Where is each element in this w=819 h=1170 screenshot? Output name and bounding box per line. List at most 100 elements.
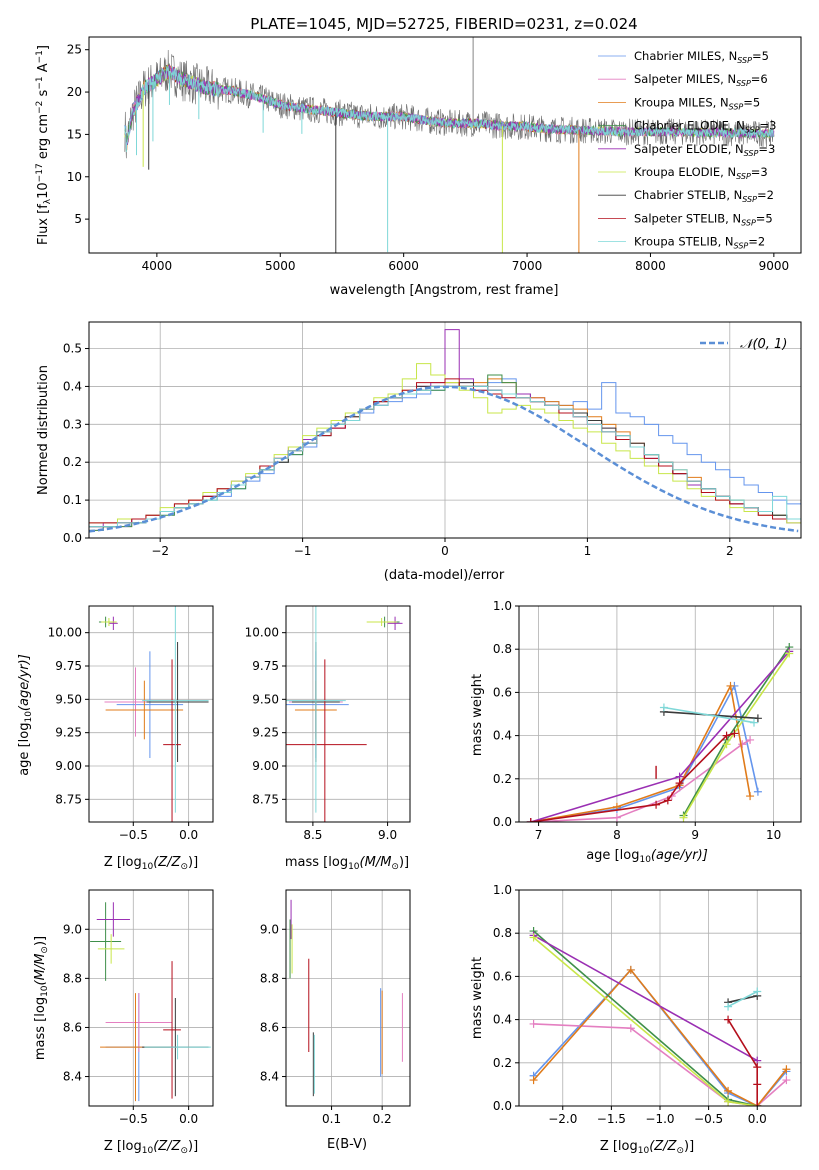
weight-vs-age-marker-salpeter_stelib-4 <box>722 731 731 740</box>
spectrum-ytick-label-1: 10 <box>67 170 82 184</box>
residuals-ytick-label-5: 0.5 <box>63 342 82 356</box>
weight-vs-age-ytick-label-3: 0.6 <box>493 685 512 699</box>
age-vs-metallicity-ytick-label-3: 9.50 <box>55 692 82 706</box>
residuals-xtick-label-4: 2 <box>726 544 734 558</box>
weight-vs-metallicity-marker-salpeter_miles-4 <box>782 1076 791 1085</box>
age-vs-metallicity-xtick-label-1: 0.0 <box>179 828 198 842</box>
mass-vs-metallicity-ytick-label-0: 8.4 <box>63 1070 82 1084</box>
weight-vs-metallicity-ytick-label-2: 0.4 <box>493 1013 512 1027</box>
spectrum-ylabel-end: ] <box>36 45 51 50</box>
age-vs-mass-panel: 8.5 9.0 8.75 9.00 9.25 9.50 9.75 10.00 mass [lo… <box>245 605 411 872</box>
weight-vs-age-marker-kroupa_stelib-1 <box>750 718 758 727</box>
spectrum-ylabel-sup3: −1 <box>35 76 45 89</box>
mass-vs-metallicity-ytick-label-1: 8.6 <box>63 1020 82 1034</box>
spectrum-ylabel-rest: 10 <box>36 182 51 199</box>
spectrum-ylabel-units2: s <box>36 89 51 100</box>
weight-vs-age-ytick-label-4: 0.8 <box>493 642 512 656</box>
mass-vs-metallicity-ylabel: mass [log10(M/M⊙)] <box>33 936 50 1060</box>
mass-vs-metallicity-xtick-label-1: 0.0 <box>179 1112 198 1126</box>
spectrum-legend-label-8: Kroupa STELIB, NSSP=2 <box>634 235 765 251</box>
age-vs-metallicity-frame <box>88 605 214 823</box>
weight-vs-age-marker-kroupa_elodie-1 <box>722 740 731 749</box>
mass-vs-ebv-ytick-label-0: 8.4 <box>260 1070 279 1084</box>
residuals-xtick-label-1: −1 <box>294 544 312 558</box>
weight-vs-age-marker-chabrier_stelib-1 <box>753 714 762 723</box>
spectrum-ytick-label-0: 5 <box>74 212 82 226</box>
weight-vs-metallicity-marker-salpeter_miles-0 <box>529 1019 538 1028</box>
weight-vs-metallicity-line-chabrier_elodie <box>533 930 758 1106</box>
weight-vs-age-marker-salpeter_stelib-3 <box>675 779 684 788</box>
weight-vs-age-marker-kroupa_stelib-0 <box>659 703 668 712</box>
age-vs-metallicity-xlabel: Z [log10(Z/Z⊙)] <box>104 855 198 872</box>
spectrum-legend-label-4: Salpeter ELODIE, NSSP=3 <box>634 142 775 158</box>
spectrum-xtick-label-0: 4000 <box>142 259 173 273</box>
weight-vs-metallicity-ytick-label-1: 0.2 <box>493 1056 512 1070</box>
weight-vs-metallicity-line-salpeter_elodie <box>533 934 758 1062</box>
weight-vs-metallicity-marks <box>529 927 791 1106</box>
weight-vs-age-panel: 7 8 9 10 0.0 0.2 0.4 0.6 0.8 1.0 age [log10(age/y… <box>470 599 802 865</box>
age-vs-metallicity-marks <box>98 606 209 822</box>
age-vs-mass-xlabel: mass [log10(M/M⊙)] <box>285 855 409 872</box>
weight-vs-age-marker-kroupa_elodie-2 <box>785 649 794 658</box>
weight-vs-metallicity-ytick-label-5: 1.0 <box>493 883 512 897</box>
spectrum-ylabel-sup1: −17 <box>35 163 45 182</box>
weight-vs-age-xtick-label-3: 10 <box>766 828 781 842</box>
weight-vs-age-marks <box>526 643 794 822</box>
weight-vs-age-marker-salpeter_stelib-2 <box>663 796 672 805</box>
age-vs-metallicity-ytick-label-5: 10.00 <box>48 626 82 640</box>
weight-vs-age-marker-salpeter_stelib-0 <box>526 818 535 822</box>
age-vs-mass-ytick-label-1: 9.00 <box>252 759 279 773</box>
mass-vs-ebv-ytick-label-2: 8.8 <box>260 971 279 985</box>
weight-vs-metallicity-marker-kroupa_elodie-0 <box>529 933 538 942</box>
residuals-ytick-label-3: 0.3 <box>63 417 82 431</box>
age-vs-metallicity-panel: −0.5 0.0 8.75 9.00 9.25 9.50 9.75 10.00 Z [log1… <box>17 605 214 872</box>
residuals-ytick-label-0: 0.0 <box>63 531 82 545</box>
spectrum-legend-label-5: Kroupa ELODIE, NSSP=3 <box>634 165 768 181</box>
spectrum-ylabel-sup2: −2 <box>35 101 45 114</box>
mass-vs-ebv-xlabel: E(B-V) <box>327 1137 367 1152</box>
age-vs-metallicity-plot-area: −0.5 0.0 8.75 9.00 9.25 9.50 9.75 10.00 <box>48 605 214 842</box>
residuals-ytick-label-4: 0.4 <box>63 379 82 393</box>
weight-vs-age-marker-kroupa_miles-3 <box>726 681 735 690</box>
weight-vs-metallicity-xtick-label-2: −1.0 <box>645 1112 674 1126</box>
spectrum-xtick-label-2: 6000 <box>388 259 419 273</box>
spectrum-ylabel-main: Flux [f <box>36 204 51 245</box>
age-vs-metallicity-ytick-label-1: 9.00 <box>55 759 82 773</box>
residuals-hist-salpeter_stelib <box>89 378 801 524</box>
weight-vs-age-ylabel: mass weight <box>470 674 485 756</box>
weight-vs-metallicity-ytick-label-4: 0.8 <box>493 926 512 940</box>
mass-vs-ebv-marks <box>289 899 403 1097</box>
spectrum-legend-label-0: Chabrier MILES, NSSP=5 <box>634 49 769 65</box>
weight-vs-metallicity-ylabel: mass weight <box>470 957 485 1039</box>
mass-vs-ebv-xtick-label-1: 0.2 <box>373 1112 392 1126</box>
spectrum-title: PLATE=1045, MJD=52725, FIBERID=0231, z=0… <box>250 15 637 33</box>
age-vs-mass-ytick-label-3: 9.50 <box>252 692 279 706</box>
age-vs-mass-ytick-label-5: 10.00 <box>245 626 279 640</box>
weight-vs-age-plot-area: 7 8 9 10 0.0 0.2 0.4 0.6 0.8 1.0 <box>493 599 802 842</box>
age-vs-metallicity-ytick-label-0: 8.75 <box>55 792 82 806</box>
spectrum-xtick-label-3: 7000 <box>512 259 543 273</box>
weight-vs-age-frame <box>518 605 802 823</box>
spectrum-panel: PLATE=1045, MJD=52725, FIBERID=0231, z=0… <box>35 15 802 298</box>
weight-vs-age-marker-chabrier_miles-4 <box>753 787 762 796</box>
residuals-xtick-label-3: 1 <box>584 544 592 558</box>
weight-vs-age-line-salpeter_stelib <box>530 732 735 822</box>
weight-vs-metallicity-ytick-label-3: 0.6 <box>493 969 512 983</box>
weight-vs-metallicity-marker-kroupa_elodie-1 <box>724 1097 733 1106</box>
mass-vs-metallicity-ytick-label-3: 9.0 <box>63 922 82 936</box>
residuals-ytick-label-2: 0.2 <box>63 455 82 469</box>
spectrum-ytick-label-4: 25 <box>67 43 82 57</box>
mass-vs-ebv-ytick-label-1: 8.6 <box>260 1020 279 1034</box>
spectrum-legend-label-3: Chabrier ELODIE, NSSP=3 <box>634 119 776 135</box>
age-vs-metallicity-xtick-label-0: −0.5 <box>119 828 148 842</box>
mass-vs-ebv-panel: 0.1 0.2 8.4 8.6 8.8 9.0 E(B-V) <box>260 889 411 1152</box>
spectrum-series-kroupa_stelib <box>124 66 774 153</box>
weight-vs-metallicity-xtick-label-3: −0.5 <box>694 1112 723 1126</box>
weight-vs-metallicity-marker-kroupa_miles-0 <box>529 1076 538 1085</box>
age-vs-metallicity-ylabel: age [log10(age/yr)] <box>17 654 34 776</box>
mass-vs-metallicity-panel: −0.5 0.0 8.4 8.6 8.8 9.0 Z [log10(Z/Z⊙)] mass… <box>33 889 214 1156</box>
mass-vs-metallicity-ytick-label-2: 8.8 <box>63 971 82 985</box>
age-vs-metallicity-ytick-label-4: 9.75 <box>55 659 82 673</box>
residuals-legend: 𝒩(0, 1) <box>700 337 787 352</box>
